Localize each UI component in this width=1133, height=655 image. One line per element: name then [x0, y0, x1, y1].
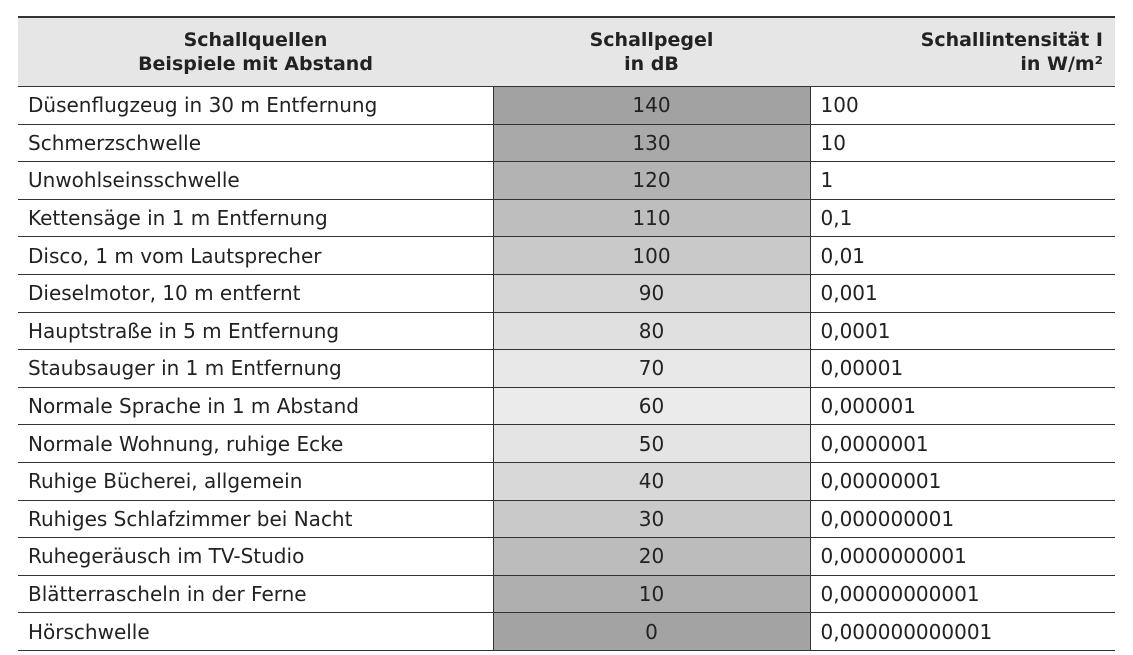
sound-table: Schallquellen Beispiele mit Abstand Schall…: [18, 16, 1115, 651]
source-cell: Ruhegeräusch im TV-Studio: [28, 544, 305, 569]
table-body: Düsenflugzeug in 30 m Entfernung 140 100 Sc…: [18, 86, 1115, 651]
table-row: Ruhige Bücherei, allgemein 40 0,00000001: [18, 462, 1115, 501]
intensity-cell: 0,001: [820, 281, 878, 306]
intensity-cell: 0,1: [820, 206, 853, 231]
table-header: Schallquellen Beispiele mit Abstand Schall…: [18, 17, 1115, 87]
table-row: Unwohlseinsschwelle 120 1: [18, 161, 1115, 200]
header-cell: Schallpegel in dB: [493, 17, 810, 87]
level-cell: 0: [492, 612, 811, 651]
intensity-cell: 10: [820, 130, 846, 155]
intensity-cell: 0,000000000001: [820, 619, 993, 644]
table-row: Normale Sprache in 1 m Abstand 60 0,000001: [18, 387, 1115, 425]
header-line: Schallintensität I: [920, 29, 1103, 51]
source-cell: Normale Wohnung, ruhige Ecke: [28, 431, 344, 456]
header-line: Beispiele mit Abstand: [138, 53, 373, 75]
header-row: Schallquellen Beispiele mit Abstand Schall…: [18, 17, 1115, 87]
source-cell: Disco, 1 m vom Lautsprecher: [28, 243, 322, 268]
source-cell: Dieselmotor, 10 m entfernt: [28, 281, 301, 306]
level-cell: 80: [492, 312, 811, 350]
header-line: in W/m²: [1020, 53, 1103, 75]
intensity-cell: 0,00000000001: [820, 582, 980, 607]
source-cell: Normale Sprache in 1 m Abstand: [28, 394, 360, 419]
header-cell: Schallquellen Beispiele mit Abstand: [18, 17, 493, 87]
table-row: Normale Wohnung, ruhige Ecke 50 0,0000001: [18, 424, 1115, 463]
source-cell: Schmerzschwelle: [28, 130, 202, 155]
level-cell: 20: [492, 537, 811, 576]
source-cell: Unwohlseinsschwelle: [28, 168, 240, 193]
source-cell: Hauptstraße in 5 m Entfernung: [28, 318, 340, 343]
intensity-cell: 0,0001: [820, 318, 891, 343]
level-cell: 130: [492, 124, 811, 162]
table-row: Blätterrascheln in der Ferne 10 0,00000000…: [18, 575, 1115, 613]
level-cell: 100: [492, 236, 811, 275]
table-row: Hörschwelle 0 0,000000000001: [18, 612, 1115, 651]
level-cell: 40: [492, 462, 811, 501]
intensity-cell: 0,0000001: [820, 431, 929, 456]
intensity-cell: 0,0000000001: [820, 544, 967, 569]
level-cell: 90: [492, 274, 811, 313]
source-cell: Blätterrascheln in der Ferne: [28, 582, 307, 607]
level-cell: 30: [492, 500, 811, 538]
source-cell: Ruhiges Schlafzimmer bei Nacht: [28, 506, 353, 531]
table-row: Ruhiges Schlafzimmer bei Nacht 30 0,000000…: [18, 500, 1115, 538]
intensity-cell: 0,00000001: [820, 469, 942, 494]
source-cell: Staubsauger in 1 m Entfernung: [28, 356, 342, 381]
table-row: Schmerzschwelle 130 10: [18, 124, 1115, 162]
intensity-cell: 0,01: [820, 243, 866, 268]
intensity-cell: 0,000000001: [820, 506, 955, 531]
table-row: Staubsauger in 1 m Entfernung 70 0,00001: [18, 349, 1115, 388]
level-cell: 70: [492, 349, 811, 388]
table-row: Hauptstraße in 5 m Entfernung 80 0,0001: [18, 312, 1115, 350]
intensity-cell: 0,00001: [820, 356, 904, 381]
source-cell: Ruhige Bücherei, allgemein: [28, 469, 303, 494]
table-row: Düsenflugzeug in 30 m Entfernung 140 100: [18, 86, 1115, 125]
header-line: in dB: [624, 53, 679, 75]
table-row: Ruhegeräusch im TV-Studio 20 0,0000000001: [18, 537, 1115, 576]
source-cell: Hörschwelle: [28, 619, 150, 644]
intensity-cell: 1: [820, 168, 834, 193]
table-row: Dieselmotor, 10 m entfernt 90 0,001: [18, 274, 1115, 313]
level-cell: 140: [492, 86, 811, 125]
level-cell: 110: [492, 199, 811, 237]
level-cell: 10: [492, 575, 811, 613]
level-cell: 120: [492, 161, 811, 200]
header-line: Schallpegel: [589, 29, 714, 51]
header-line: Schallquellen: [183, 29, 328, 51]
source-cell: Düsenflugzeug in 30 m Entfernung: [28, 93, 378, 118]
level-cell: 50: [492, 424, 811, 463]
level-cell: 60: [492, 387, 811, 425]
intensity-cell: 0,000001: [820, 394, 916, 419]
table-row: Kettensäge in 1 m Entfernung 110 0,1: [18, 199, 1115, 237]
source-cell: Kettensäge in 1 m Entfernung: [28, 206, 328, 231]
intensity-cell: 100: [820, 93, 859, 118]
table-row: Disco, 1 m vom Lautsprecher 100 0,01: [18, 236, 1115, 275]
